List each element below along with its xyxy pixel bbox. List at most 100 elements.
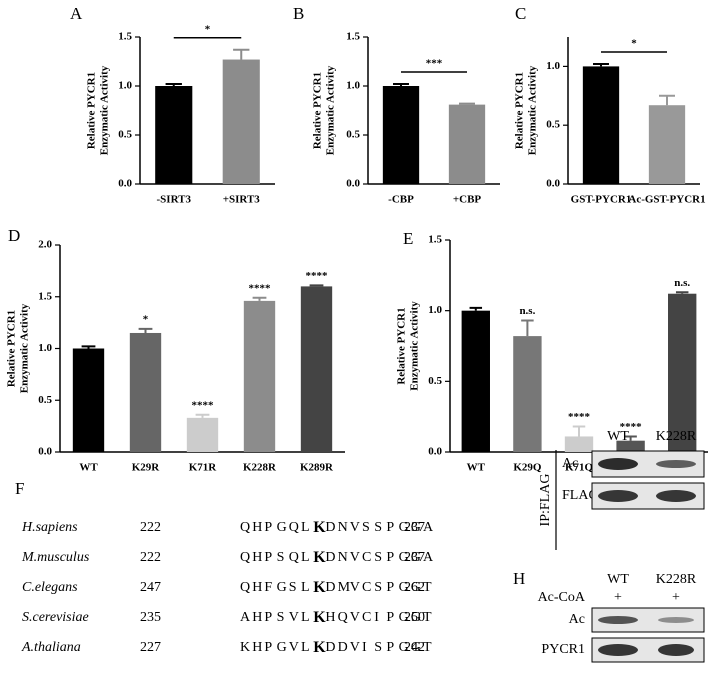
bar bbox=[186, 417, 219, 452]
residue: C bbox=[362, 550, 371, 565]
residue: N bbox=[338, 550, 348, 565]
residue: C bbox=[362, 610, 371, 625]
residue: T bbox=[423, 640, 432, 655]
error-bar bbox=[624, 435, 637, 441]
bar bbox=[564, 436, 594, 452]
residue: V bbox=[350, 610, 360, 625]
bar bbox=[461, 310, 490, 452]
residue: G bbox=[411, 640, 421, 655]
residue: T bbox=[423, 610, 432, 625]
residue: A bbox=[423, 520, 434, 535]
x-tick-label: WT bbox=[79, 462, 98, 474]
species-name: M.musculus bbox=[21, 550, 90, 565]
blot-band bbox=[598, 616, 638, 624]
residue: V bbox=[289, 640, 299, 655]
residue: L bbox=[301, 520, 310, 535]
x-tick-label: K29R bbox=[132, 462, 161, 474]
panel-letter: D bbox=[8, 226, 20, 245]
y-axis-label: Enzymatic Activity bbox=[325, 65, 337, 155]
x-tick-label: K71R bbox=[189, 462, 218, 474]
error-bar bbox=[469, 306, 483, 311]
residue: P bbox=[386, 610, 394, 625]
error-bar bbox=[195, 413, 210, 418]
blot-band bbox=[598, 458, 638, 470]
y-tick-label: 0.5 bbox=[38, 394, 52, 406]
error-bar bbox=[309, 284, 324, 287]
significance: **** bbox=[306, 270, 329, 282]
y-axis-label: Relative PYCR1 bbox=[396, 307, 408, 384]
y-tick-label: 0.5 bbox=[346, 129, 360, 141]
residue: V bbox=[350, 520, 360, 535]
treatment-mark: + bbox=[614, 590, 622, 605]
sequence-end: 262 bbox=[404, 580, 425, 595]
residue: G bbox=[411, 610, 421, 625]
bar bbox=[129, 332, 162, 452]
residue: G bbox=[399, 640, 409, 655]
residue: G bbox=[399, 610, 409, 625]
bar bbox=[243, 300, 276, 452]
residue: G bbox=[411, 550, 421, 565]
residue: H bbox=[325, 610, 335, 625]
x-tick-label: Ac-GST-PYCR1 bbox=[628, 194, 705, 206]
residue: D bbox=[325, 640, 335, 655]
y-tick-label: 0.0 bbox=[546, 178, 560, 190]
sequence-start: 227 bbox=[140, 640, 161, 655]
residue: Q bbox=[289, 550, 299, 565]
y-axis-label: Relative PYCR1 bbox=[86, 72, 98, 149]
x-tick-label: -CBP bbox=[388, 194, 414, 206]
blot-band bbox=[656, 460, 696, 468]
treatment-mark: + bbox=[672, 590, 680, 605]
error-bar bbox=[165, 83, 182, 86]
residue: H bbox=[252, 550, 262, 565]
error-bar bbox=[138, 327, 153, 333]
y-tick-label: 1.0 bbox=[346, 80, 360, 92]
error-bar bbox=[521, 319, 534, 337]
species-name: A.thaliana bbox=[21, 640, 81, 655]
residue: G bbox=[411, 580, 421, 595]
error-bar bbox=[233, 48, 250, 60]
species-name: S.cerevisiae bbox=[22, 610, 89, 625]
x-tick-label: K71Q bbox=[565, 462, 594, 474]
residue: A bbox=[240, 610, 251, 625]
y-tick-label: 1.5 bbox=[38, 290, 52, 302]
residue: V bbox=[350, 580, 360, 595]
residue: P bbox=[264, 610, 272, 625]
residue: L bbox=[301, 580, 310, 595]
y-tick-label: 0.5 bbox=[546, 119, 560, 131]
y-tick-label: 0.0 bbox=[428, 446, 442, 458]
y-axis-label: Enzymatic Activity bbox=[527, 65, 539, 155]
residue: K bbox=[313, 549, 326, 566]
sequence-end: 237 bbox=[404, 550, 425, 565]
significance: * bbox=[631, 38, 637, 50]
x-tick-label: +CBP bbox=[453, 194, 482, 206]
bar bbox=[382, 86, 420, 184]
y-tick-label: 0.5 bbox=[428, 375, 442, 387]
y-tick-label: 2.0 bbox=[38, 239, 52, 251]
row-label: PYCR1 bbox=[541, 642, 585, 657]
y-axis-label: Enzymatic Activity bbox=[99, 65, 111, 155]
error-bar bbox=[659, 94, 675, 106]
residue: S bbox=[374, 640, 382, 655]
residue: G bbox=[399, 550, 409, 565]
residue: H bbox=[252, 610, 262, 625]
panel-letter: C bbox=[515, 4, 526, 23]
sequence-start: 247 bbox=[140, 580, 161, 595]
x-tick-label: -SIRT3 bbox=[157, 194, 192, 206]
residue: M bbox=[338, 580, 351, 595]
residue: N bbox=[338, 520, 348, 535]
residue: P bbox=[386, 580, 394, 595]
significance: n.s. bbox=[519, 305, 535, 317]
residue: P bbox=[264, 520, 272, 535]
residue: D bbox=[325, 550, 335, 565]
sequence-start: 222 bbox=[140, 520, 161, 535]
y-tick-label: 1.5 bbox=[346, 31, 360, 43]
panel-letter: F bbox=[15, 479, 24, 498]
x-tick-label: K228R bbox=[243, 462, 277, 474]
residue: S bbox=[374, 580, 382, 595]
residue: G bbox=[411, 520, 421, 535]
error-bar bbox=[393, 83, 409, 86]
y-tick-label: 1.0 bbox=[38, 342, 52, 354]
residue: V bbox=[350, 550, 360, 565]
residue: K bbox=[313, 579, 326, 596]
row-label: Ac bbox=[569, 612, 585, 627]
